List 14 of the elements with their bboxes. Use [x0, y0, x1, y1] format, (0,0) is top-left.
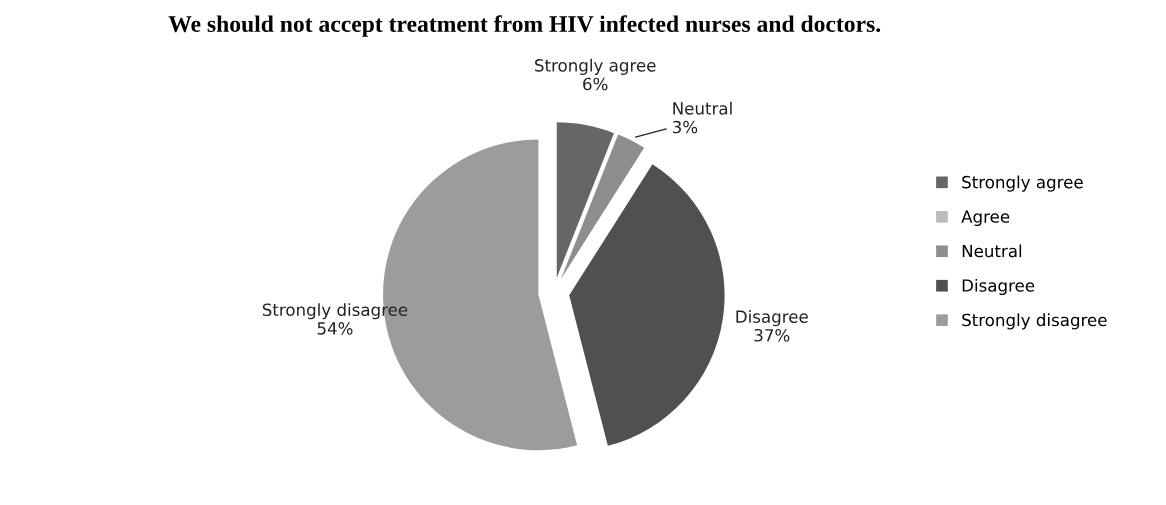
data-label: 6%	[583, 77, 608, 91]
slice-label: Strongly agree	[535, 58, 656, 75]
legend-label: Agree	[961, 210, 1010, 227]
data-label: 37%	[754, 328, 790, 342]
slice-label: Strongly disagree	[262, 303, 408, 320]
slice-label: Neutral	[673, 101, 732, 115]
data-label: 3%	[672, 120, 698, 134]
slice-label: Disagree	[736, 310, 808, 327]
legend-label: Neutral	[962, 244, 1022, 258]
data-label: 54%	[317, 322, 353, 335]
chart-title: We should not accept treatment from HIV infected nurses and doctors.	[168, 15, 881, 37]
legend-label: Disagree	[962, 278, 1035, 296]
legend-label: Strongly disagree	[962, 313, 1107, 330]
legend-label: Strongly agree	[962, 175, 1083, 192]
